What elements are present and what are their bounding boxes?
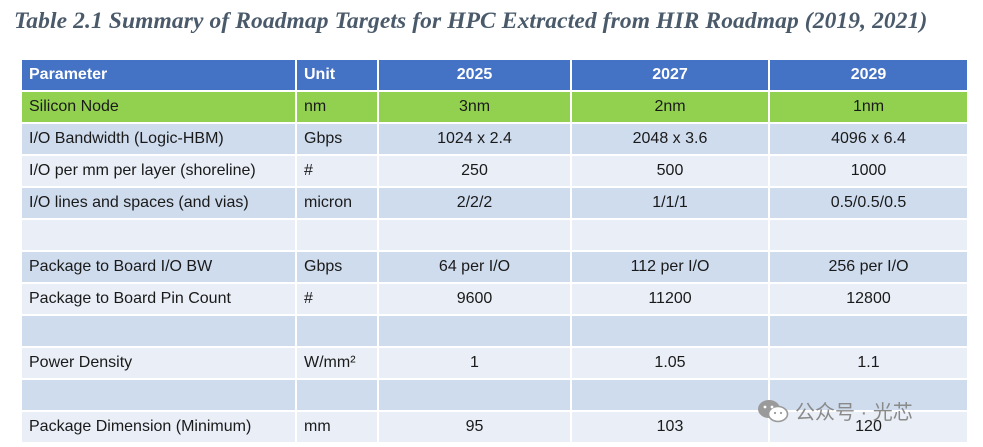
header-2027: 2027 <box>572 60 770 92</box>
cell-2029: 1.1 <box>770 348 969 380</box>
cell-2027: 1.05 <box>572 348 770 380</box>
cell-2027: 2048 x 3.6 <box>572 124 770 156</box>
table-caption: Table 2.1 Summary of Roadmap Targets for… <box>14 8 928 34</box>
cell-parameter: Power Density <box>22 348 297 380</box>
cell-2025: 3nm <box>379 92 572 124</box>
cell-unit: Gbps <box>297 252 379 284</box>
cell-unit: Gbps <box>297 124 379 156</box>
header-parameter: Parameter <box>22 60 297 92</box>
table-row: I/O lines and spaces (and vias) micron 2… <box>22 188 969 220</box>
cell-2025 <box>379 316 572 348</box>
table-row: Package to Board Pin Count # 9600 11200 … <box>22 284 969 316</box>
cell-2025: 95 <box>379 412 572 444</box>
cell-2029: 256 per I/O <box>770 252 969 284</box>
cell-2029: 4096 x 6.4 <box>770 124 969 156</box>
watermark: 公众号 · 光芯 <box>757 396 913 425</box>
cell-unit: # <box>297 284 379 316</box>
cell-2025 <box>379 380 572 412</box>
table-row: I/O per mm per layer (shoreline) # 250 5… <box>22 156 969 188</box>
cell-2029: 1000 <box>770 156 969 188</box>
cell-2025: 1 <box>379 348 572 380</box>
cell-2025 <box>379 220 572 252</box>
header-2025: 2025 <box>379 60 572 92</box>
wechat-icon <box>758 399 789 422</box>
cell-2025: 64 per I/O <box>379 252 572 284</box>
cell-parameter: I/O Bandwidth (Logic-HBM) <box>22 124 297 156</box>
cell-2027: 11200 <box>572 284 770 316</box>
cell-parameter: Package Dimension (Minimum) <box>22 412 297 444</box>
cell-2025: 2/2/2 <box>379 188 572 220</box>
cell-unit: # <box>297 156 379 188</box>
header-unit: Unit <box>297 60 379 92</box>
table-row: I/O Bandwidth (Logic-HBM) Gbps 1024 x 2.… <box>22 124 969 156</box>
table-row: Silicon Node nm 3nm 2nm 1nm <box>22 92 969 124</box>
table-row-spacer <box>22 380 969 412</box>
cell-parameter: Package to Board I/O BW <box>22 252 297 284</box>
cell-2029 <box>770 380 969 412</box>
table-row: Package Dimension (Minimum) mm 95 103 12… <box>22 412 969 444</box>
cell-2029: 0.5/0.5/0.5 <box>770 188 969 220</box>
cell-unit: micron <box>297 188 379 220</box>
cell-2027: 2nm <box>572 92 770 124</box>
cell-2025: 9600 <box>379 284 572 316</box>
cell-2027 <box>572 380 770 412</box>
cell-2027 <box>572 220 770 252</box>
cell-unit: nm <box>297 92 379 124</box>
cell-parameter <box>22 220 297 252</box>
cell-2029 <box>770 220 969 252</box>
table-row-spacer <box>22 220 969 252</box>
cell-2027: 500 <box>572 156 770 188</box>
cell-parameter: Silicon Node <box>22 92 297 124</box>
cell-2029 <box>770 316 969 348</box>
cell-parameter: Package to Board Pin Count <box>22 284 297 316</box>
cell-unit: W/mm² <box>297 348 379 380</box>
cell-2029: 120 <box>770 412 969 444</box>
cell-2027: 103 <box>572 412 770 444</box>
cell-parameter: I/O per mm per layer (shoreline) <box>22 156 297 188</box>
cell-2029: 12800 <box>770 284 969 316</box>
cell-2025: 1024 x 2.4 <box>379 124 572 156</box>
cell-parameter <box>22 316 297 348</box>
cell-parameter: I/O lines and spaces (and vias) <box>22 188 297 220</box>
header-2029: 2029 <box>770 60 969 92</box>
table-row-spacer <box>22 316 969 348</box>
cell-unit <box>297 380 379 412</box>
cell-2027 <box>572 316 770 348</box>
cell-parameter <box>22 380 297 412</box>
watermark-text: 公众号 · 光芯 <box>795 402 913 424</box>
table-row: Power Density W/mm² 1 1.05 1.1 <box>22 348 969 380</box>
cell-unit <box>297 220 379 252</box>
cell-unit <box>297 316 379 348</box>
cell-unit: mm <box>297 412 379 444</box>
cell-2027: 112 per I/O <box>572 252 770 284</box>
table-row: Package to Board I/O BW Gbps 64 per I/O … <box>22 252 969 284</box>
cell-2027: 1/1/1 <box>572 188 770 220</box>
cell-2029: 1nm <box>770 92 969 124</box>
cell-2025: 250 <box>379 156 572 188</box>
header-row: Parameter Unit 2025 2027 2029 <box>22 60 969 92</box>
roadmap-table: Parameter Unit 2025 2027 2029 Silicon No… <box>22 60 969 444</box>
